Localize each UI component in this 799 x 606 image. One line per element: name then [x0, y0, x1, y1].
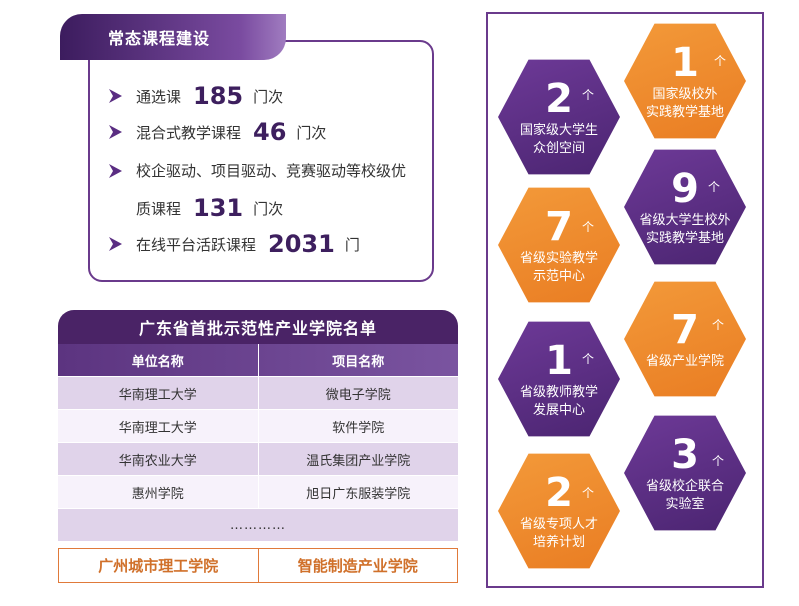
stat-unit: 个 [582, 486, 595, 500]
stat-label: 实践教学基地 [645, 231, 724, 246]
table-row: 华南理工大学 软件学院 [58, 410, 458, 443]
table-cell: 温氏集团产业学院 [257, 443, 459, 475]
stat-value: 7 [545, 204, 573, 250]
stat-value: 3 [671, 432, 699, 478]
stat-label: 省级教师教学 [519, 385, 598, 400]
stat-label: 国家级大学生 [519, 123, 598, 138]
stat-value: 2 [545, 76, 573, 122]
highlight-project: 智能制造产业学院 [258, 548, 458, 583]
stat-unit: 个 [712, 454, 725, 468]
stat-label: 发展中心 [532, 403, 585, 418]
chevron-right-icon [109, 89, 122, 103]
stat-label: 省级产业学院 [645, 354, 724, 369]
stat-label: 省级实验教学 [519, 251, 598, 266]
stat-label: 实验室 [665, 497, 705, 512]
stat-unit: 个 [714, 54, 727, 68]
column-header: 单位名称 [131, 354, 184, 370]
course-item: 通选课 185 门次 [106, 82, 283, 110]
stat-value: 1 [671, 40, 699, 86]
chevron-right-icon [109, 125, 122, 139]
table-ellipsis-row: ………… [58, 509, 458, 542]
stat-unit: 个 [582, 220, 595, 234]
stat-label: 省级大学生校外 [639, 213, 731, 228]
stat-unit: 个 [582, 88, 595, 102]
course-item: 在线平台活跃课程 2031 门 [106, 230, 360, 258]
stats-panel [486, 12, 764, 588]
course-item: 校企驱动、项目驱动、竞赛驱动等校级优 [106, 160, 406, 181]
industry-college-table: 单位名称 项目名称 华南理工大学 微电子学院 华南理工大学 软件学院 华南农业大… [58, 344, 458, 584]
stat-unit: 个 [712, 318, 725, 332]
column-header: 项目名称 [257, 344, 459, 376]
stat-value: 1 [545, 338, 573, 384]
stat-value: 9 [671, 166, 699, 212]
table-cell: 华南理工大学 [118, 420, 197, 436]
table-cell: 软件学院 [257, 410, 459, 442]
course-title: 常态课程建设 [107, 29, 210, 48]
stat-label: 实践教学基地 [645, 105, 724, 120]
table-row: 华南理工大学 微电子学院 [58, 377, 458, 410]
stat-label: 众创空间 [532, 141, 585, 156]
table-cell: 旭日广东服装学院 [257, 476, 459, 508]
stat-label: 培养计划 [532, 535, 585, 550]
stat-value: 7 [671, 307, 699, 353]
table-cell: 微电子学院 [257, 377, 459, 409]
course-item: 混合式教学课程 46 门次 [106, 118, 326, 146]
table-cell: 华南农业大学 [118, 453, 197, 469]
course-item-continued: 质课程 131 门次 [136, 194, 284, 222]
table-title: 广东省首批示范性产业学院名单 [58, 310, 458, 344]
highlight-row: 广州城市理工学院 智能制造产业学院 [58, 548, 458, 584]
stat-label: 示范中心 [532, 269, 585, 284]
stat-unit: 个 [582, 352, 595, 366]
stat-label: 省级专项人才 [519, 517, 598, 532]
stat-unit: 个 [708, 180, 721, 194]
table-header-row: 单位名称 项目名称 [58, 344, 458, 377]
stat-value: 2 [545, 470, 573, 516]
stat-label: 国家级校外 [652, 87, 718, 102]
table-row: 华南农业大学 温氏集团产业学院 [58, 443, 458, 476]
ellipsis: ………… [230, 517, 286, 533]
course-title-tab: 常态课程建设 [60, 14, 286, 60]
table-cell: 惠州学院 [131, 486, 184, 502]
highlight-unit: 广州城市理工学院 [58, 548, 259, 583]
chevron-right-icon [109, 163, 122, 178]
stat-label: 省级校企联合 [645, 479, 724, 494]
table-row: 惠州学院 旭日广东服装学院 [58, 476, 458, 509]
table-cell: 华南理工大学 [118, 387, 197, 403]
chevron-right-icon [109, 237, 122, 251]
